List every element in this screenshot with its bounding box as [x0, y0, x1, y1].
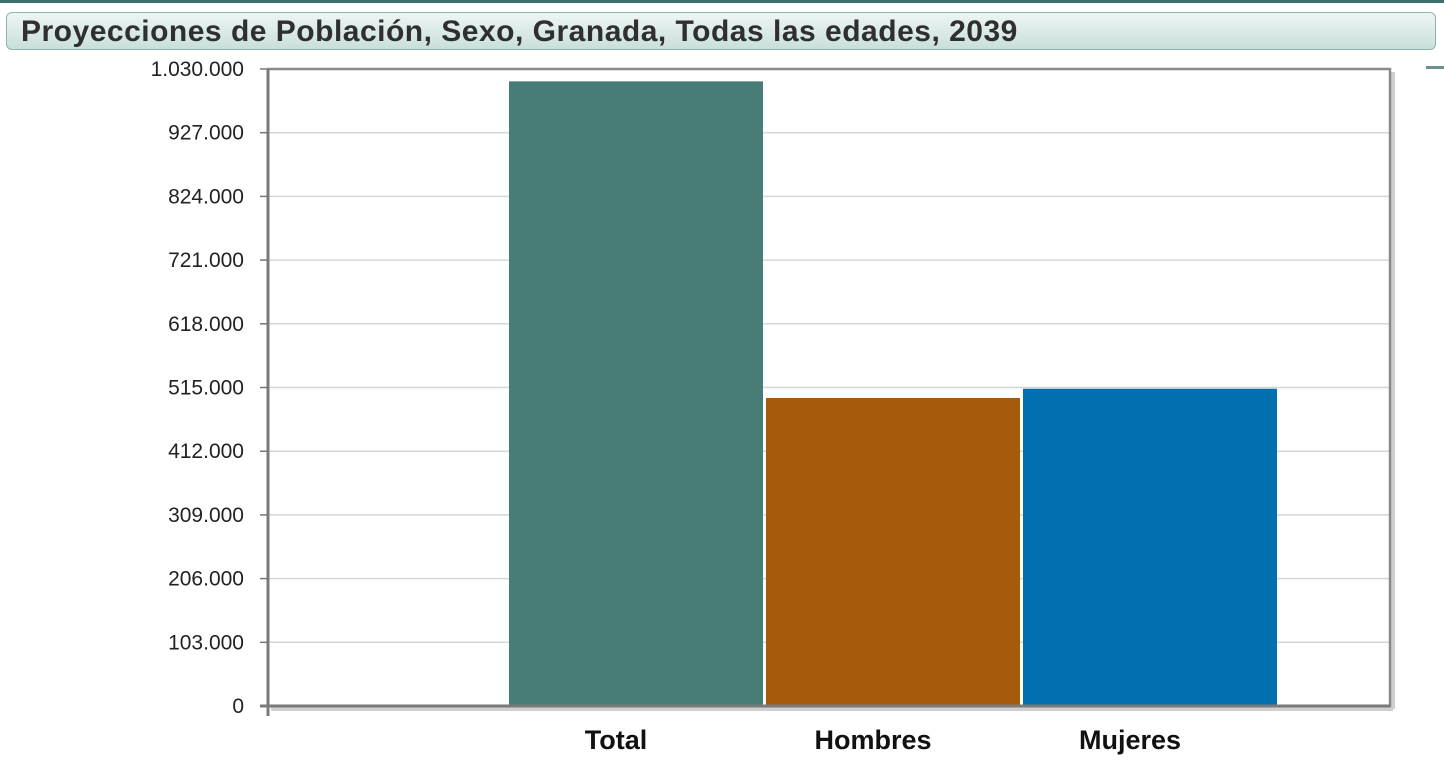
bar-mujeres [1023, 388, 1277, 706]
bar-total [509, 81, 763, 706]
axes [260, 67, 1395, 716]
chart-title-bar: Proyecciones de Población, Sexo, Granada… [6, 12, 1436, 50]
y-tick-label: 1.030.000 [151, 58, 244, 81]
bars [509, 81, 1277, 706]
y-tick-label: 515.000 [168, 377, 244, 400]
x-category-label: Total [585, 725, 648, 755]
top-accent-rule [0, 0, 1444, 3]
axis-labels: 0 103.000 206.000 309.000 412.000 515.000 618.… [151, 58, 1181, 755]
y-tick-label: 412.000 [168, 440, 244, 463]
y-tick-label: 927.000 [168, 122, 244, 145]
bar-hombres [766, 398, 1020, 706]
y-tick-label: 206.000 [168, 568, 244, 591]
y-tick-label: 824.000 [168, 185, 244, 208]
x-category-label: Hombres [814, 725, 931, 755]
y-tick-label: 0 [232, 695, 244, 718]
x-category-label: Mujeres [1079, 725, 1181, 755]
y-tick-label: 721.000 [168, 249, 244, 272]
y-tick-label: 103.000 [168, 631, 244, 654]
y-tick-label: 618.000 [168, 313, 244, 336]
side-panel-edge [1426, 66, 1444, 69]
y-tick-label: 309.000 [168, 504, 244, 527]
chart-title: Proyecciones de Población, Sexo, Granada… [21, 15, 1018, 48]
